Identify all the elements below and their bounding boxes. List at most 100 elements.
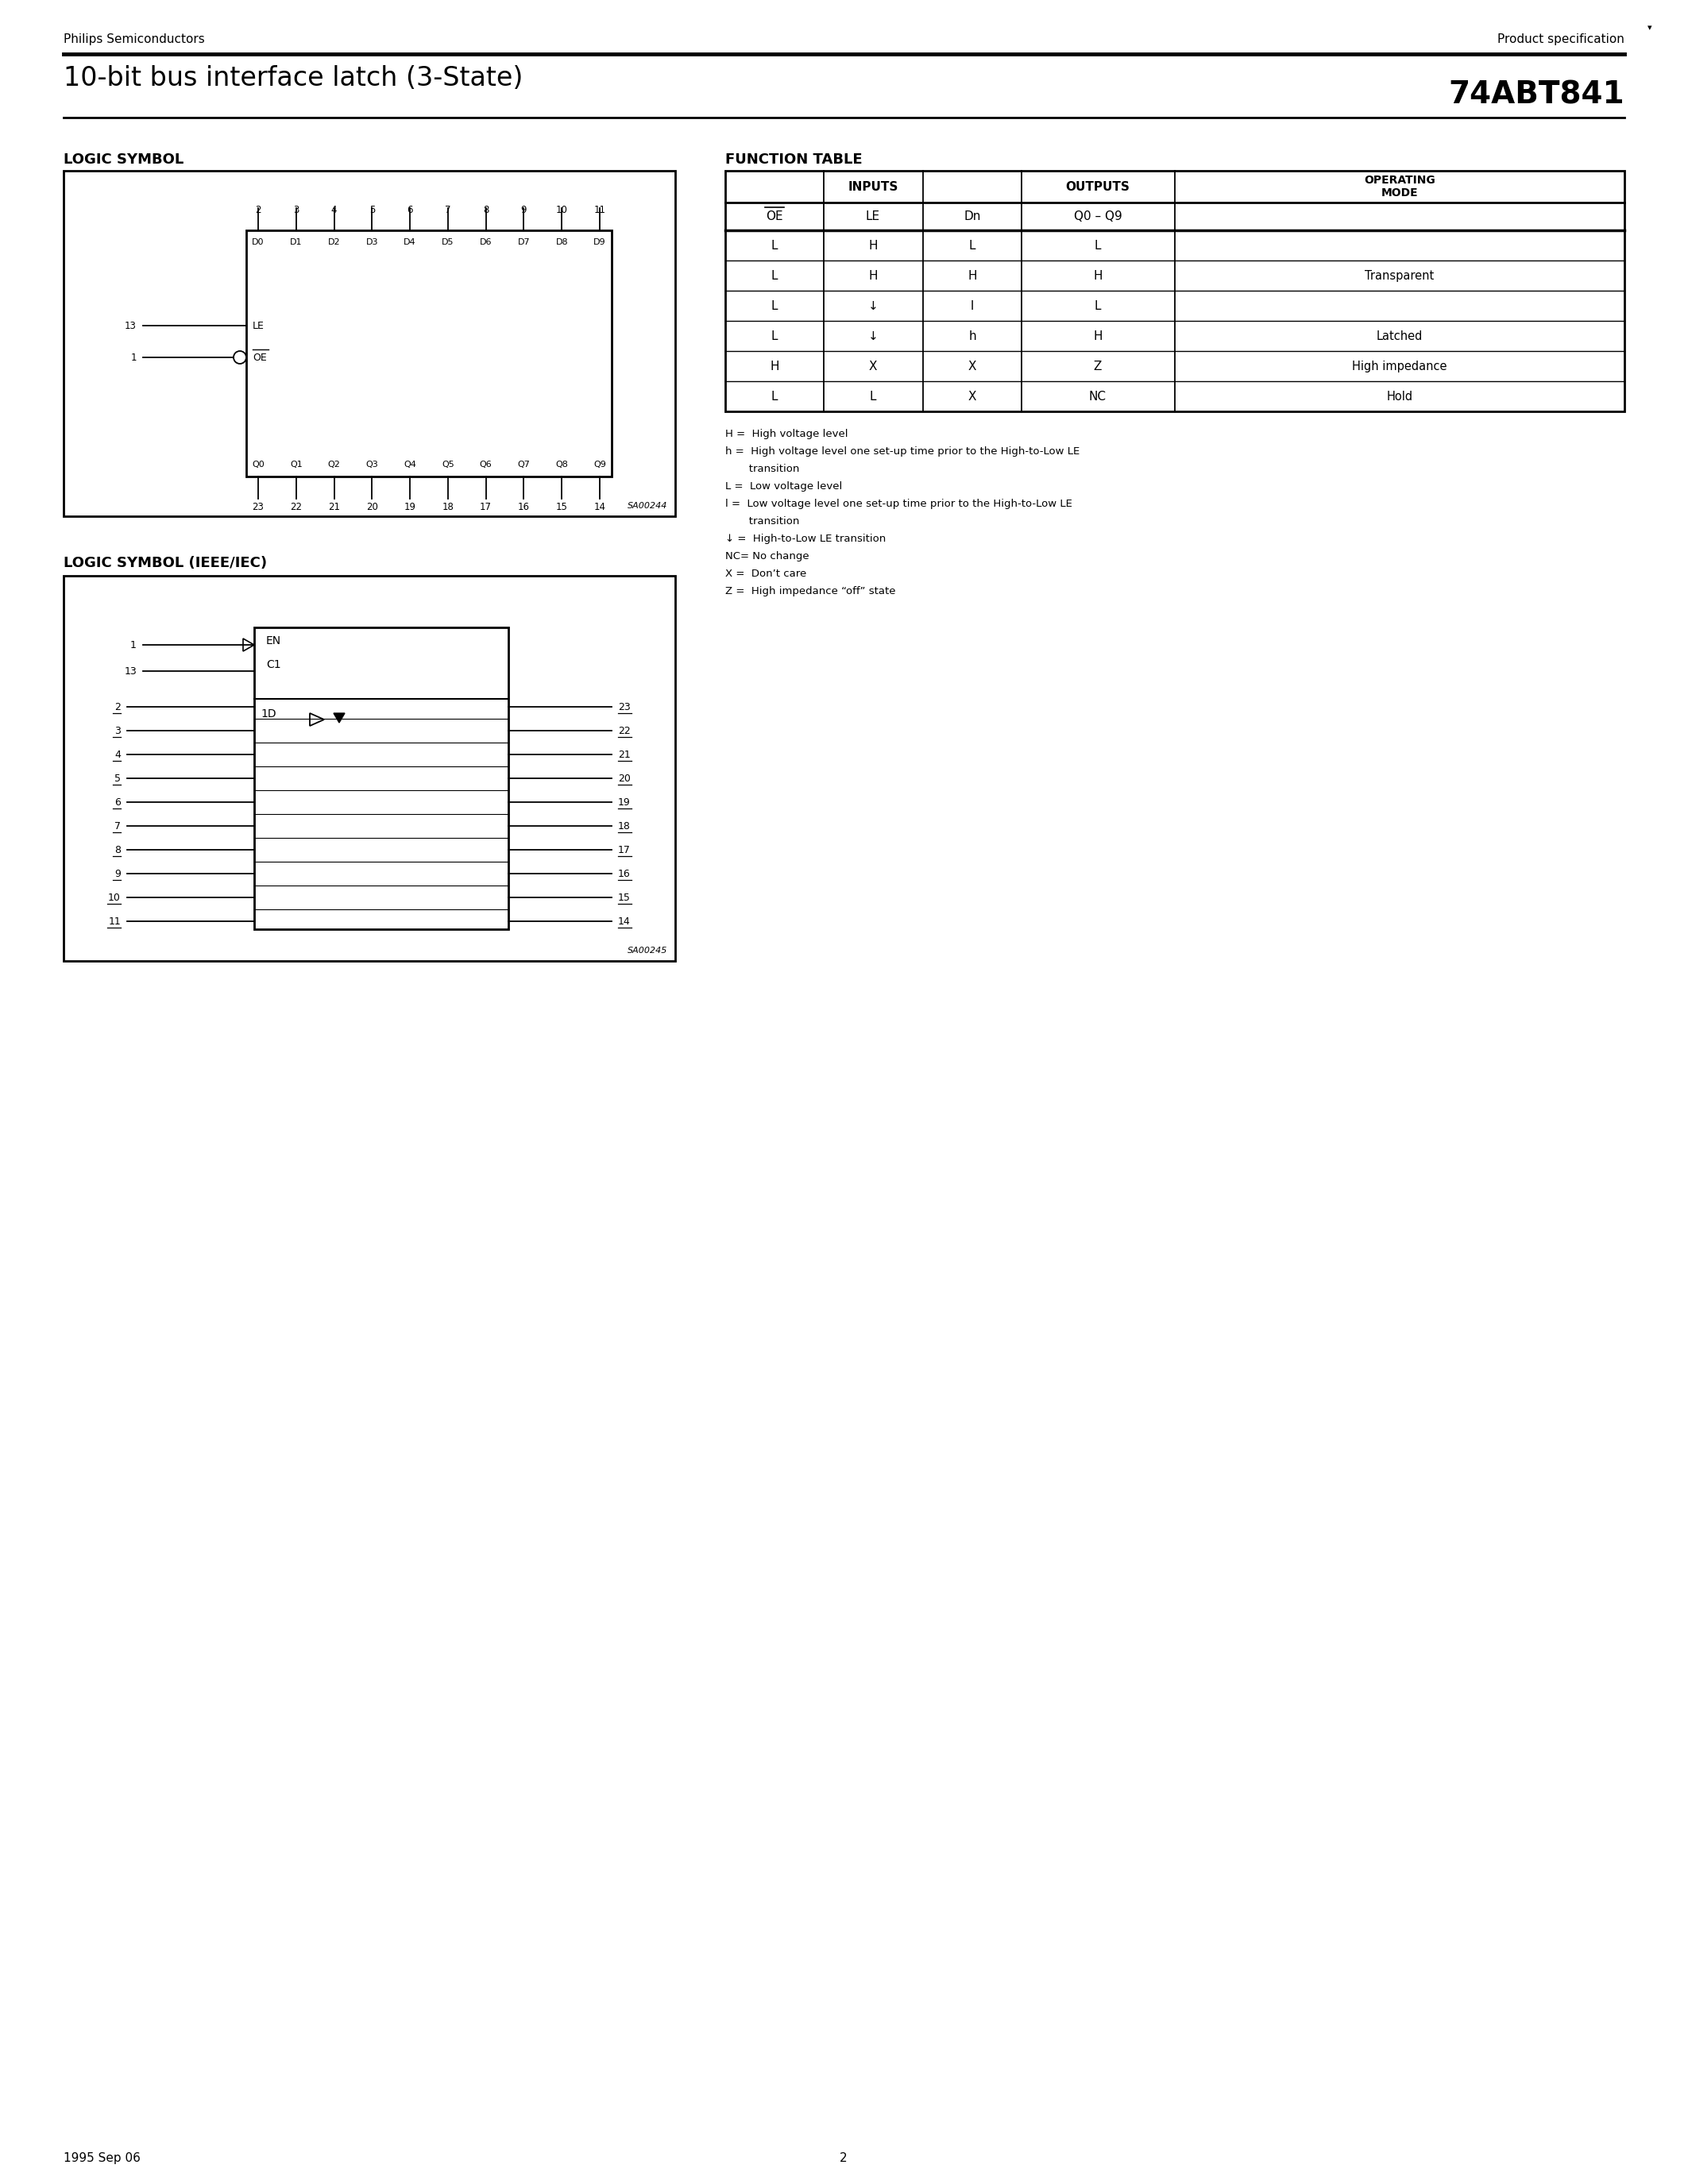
Text: h: h bbox=[969, 330, 976, 343]
Polygon shape bbox=[334, 714, 344, 723]
Circle shape bbox=[233, 352, 246, 365]
Text: 10: 10 bbox=[108, 893, 122, 902]
Text: 11: 11 bbox=[594, 205, 606, 216]
Text: INPUTS: INPUTS bbox=[847, 181, 898, 192]
Text: Q2: Q2 bbox=[327, 461, 341, 470]
Text: 5: 5 bbox=[370, 205, 375, 216]
Text: transition: transition bbox=[726, 463, 800, 474]
Text: 13: 13 bbox=[125, 321, 137, 330]
Text: L: L bbox=[1094, 299, 1101, 312]
Text: SA00245: SA00245 bbox=[628, 946, 667, 954]
Text: L: L bbox=[771, 240, 778, 251]
Text: D1: D1 bbox=[290, 238, 302, 247]
Polygon shape bbox=[311, 714, 324, 725]
Bar bbox=[246, 229, 611, 476]
Text: LE: LE bbox=[253, 321, 265, 330]
Text: Hold: Hold bbox=[1386, 391, 1413, 402]
Text: 1D: 1D bbox=[260, 708, 277, 719]
Text: 17: 17 bbox=[618, 845, 631, 854]
Text: D6: D6 bbox=[479, 238, 491, 247]
Text: 2: 2 bbox=[255, 205, 262, 216]
Text: L: L bbox=[1094, 240, 1101, 251]
Bar bbox=[64, 577, 675, 961]
Text: Z: Z bbox=[1094, 360, 1102, 371]
Text: 19: 19 bbox=[403, 502, 415, 513]
Text: 5: 5 bbox=[115, 773, 122, 784]
Text: OUTPUTS: OUTPUTS bbox=[1065, 181, 1129, 192]
Text: 14: 14 bbox=[594, 502, 606, 513]
Text: transition: transition bbox=[726, 515, 800, 526]
Text: D5: D5 bbox=[442, 238, 454, 247]
Text: Q1: Q1 bbox=[290, 461, 302, 470]
Text: OPERATING
MODE: OPERATING MODE bbox=[1364, 175, 1435, 199]
Text: Q5: Q5 bbox=[442, 461, 454, 470]
Text: H: H bbox=[967, 269, 977, 282]
Text: Z =  High impedance “off” state: Z = High impedance “off” state bbox=[726, 585, 896, 596]
Text: X =  Don’t care: X = Don’t care bbox=[726, 568, 807, 579]
Text: 16: 16 bbox=[618, 869, 631, 878]
Text: Q6: Q6 bbox=[479, 461, 493, 470]
Text: EN: EN bbox=[267, 636, 282, 646]
Text: l: l bbox=[971, 299, 974, 312]
Text: 1: 1 bbox=[130, 640, 137, 651]
Text: ▾: ▾ bbox=[1647, 24, 1653, 33]
Text: ↓: ↓ bbox=[868, 330, 878, 343]
Polygon shape bbox=[243, 638, 255, 651]
Text: 3: 3 bbox=[115, 725, 122, 736]
Text: D3: D3 bbox=[366, 238, 378, 247]
Text: 74ABT841: 74ABT841 bbox=[1448, 79, 1624, 109]
Text: 7: 7 bbox=[115, 821, 122, 832]
Text: LE: LE bbox=[866, 210, 879, 223]
Text: LOGIC SYMBOL (IEEE/IEC): LOGIC SYMBOL (IEEE/IEC) bbox=[64, 557, 267, 570]
Text: 8: 8 bbox=[115, 845, 122, 854]
Text: Q3: Q3 bbox=[366, 461, 378, 470]
Text: 20: 20 bbox=[366, 502, 378, 513]
Text: H: H bbox=[868, 240, 878, 251]
Text: Transparent: Transparent bbox=[1366, 269, 1435, 282]
Text: ↓: ↓ bbox=[868, 299, 878, 312]
Bar bbox=[726, 170, 1624, 411]
Text: 3: 3 bbox=[294, 205, 299, 216]
Text: SA00244: SA00244 bbox=[628, 502, 667, 509]
Text: h =  High voltage level one set-up time prior to the High-to-Low LE: h = High voltage level one set-up time p… bbox=[726, 446, 1080, 456]
Text: 19: 19 bbox=[618, 797, 631, 808]
Text: L: L bbox=[771, 269, 778, 282]
Text: H =  High voltage level: H = High voltage level bbox=[726, 428, 847, 439]
Text: LOGIC SYMBOL: LOGIC SYMBOL bbox=[64, 153, 184, 166]
Text: D0: D0 bbox=[252, 238, 265, 247]
Text: 9: 9 bbox=[115, 869, 122, 878]
Text: 13: 13 bbox=[125, 666, 137, 677]
Text: 18: 18 bbox=[442, 502, 454, 513]
Text: 22: 22 bbox=[290, 502, 302, 513]
Text: L: L bbox=[869, 391, 876, 402]
Bar bbox=[64, 170, 675, 515]
Text: D9: D9 bbox=[594, 238, 606, 247]
Text: H: H bbox=[1094, 330, 1102, 343]
Text: C1: C1 bbox=[267, 660, 280, 670]
Text: Q4: Q4 bbox=[403, 461, 417, 470]
Text: OE: OE bbox=[766, 210, 783, 223]
Text: H: H bbox=[770, 360, 780, 371]
Text: 9: 9 bbox=[522, 205, 527, 216]
Text: Q7: Q7 bbox=[518, 461, 530, 470]
Text: Philips Semiconductors: Philips Semiconductors bbox=[64, 33, 204, 46]
Text: l =  Low voltage level one set-up time prior to the High-to-Low LE: l = Low voltage level one set-up time pr… bbox=[726, 498, 1072, 509]
Text: H: H bbox=[868, 269, 878, 282]
Text: 4: 4 bbox=[331, 205, 338, 216]
Text: L: L bbox=[771, 299, 778, 312]
Text: NC: NC bbox=[1089, 391, 1107, 402]
Text: 14: 14 bbox=[618, 915, 631, 926]
Text: 23: 23 bbox=[618, 701, 631, 712]
Text: D4: D4 bbox=[403, 238, 417, 247]
Text: X: X bbox=[969, 360, 976, 371]
Text: 8: 8 bbox=[483, 205, 490, 216]
Text: Product specification: Product specification bbox=[1497, 33, 1624, 46]
Text: 2: 2 bbox=[841, 2151, 847, 2164]
Text: 6: 6 bbox=[407, 205, 414, 216]
Text: FUNCTION TABLE: FUNCTION TABLE bbox=[726, 153, 863, 166]
Text: 16: 16 bbox=[518, 502, 530, 513]
Text: High impedance: High impedance bbox=[1352, 360, 1447, 371]
Text: 2: 2 bbox=[115, 701, 122, 712]
Text: Dn: Dn bbox=[964, 210, 981, 223]
Text: L =  Low voltage level: L = Low voltage level bbox=[726, 480, 842, 491]
